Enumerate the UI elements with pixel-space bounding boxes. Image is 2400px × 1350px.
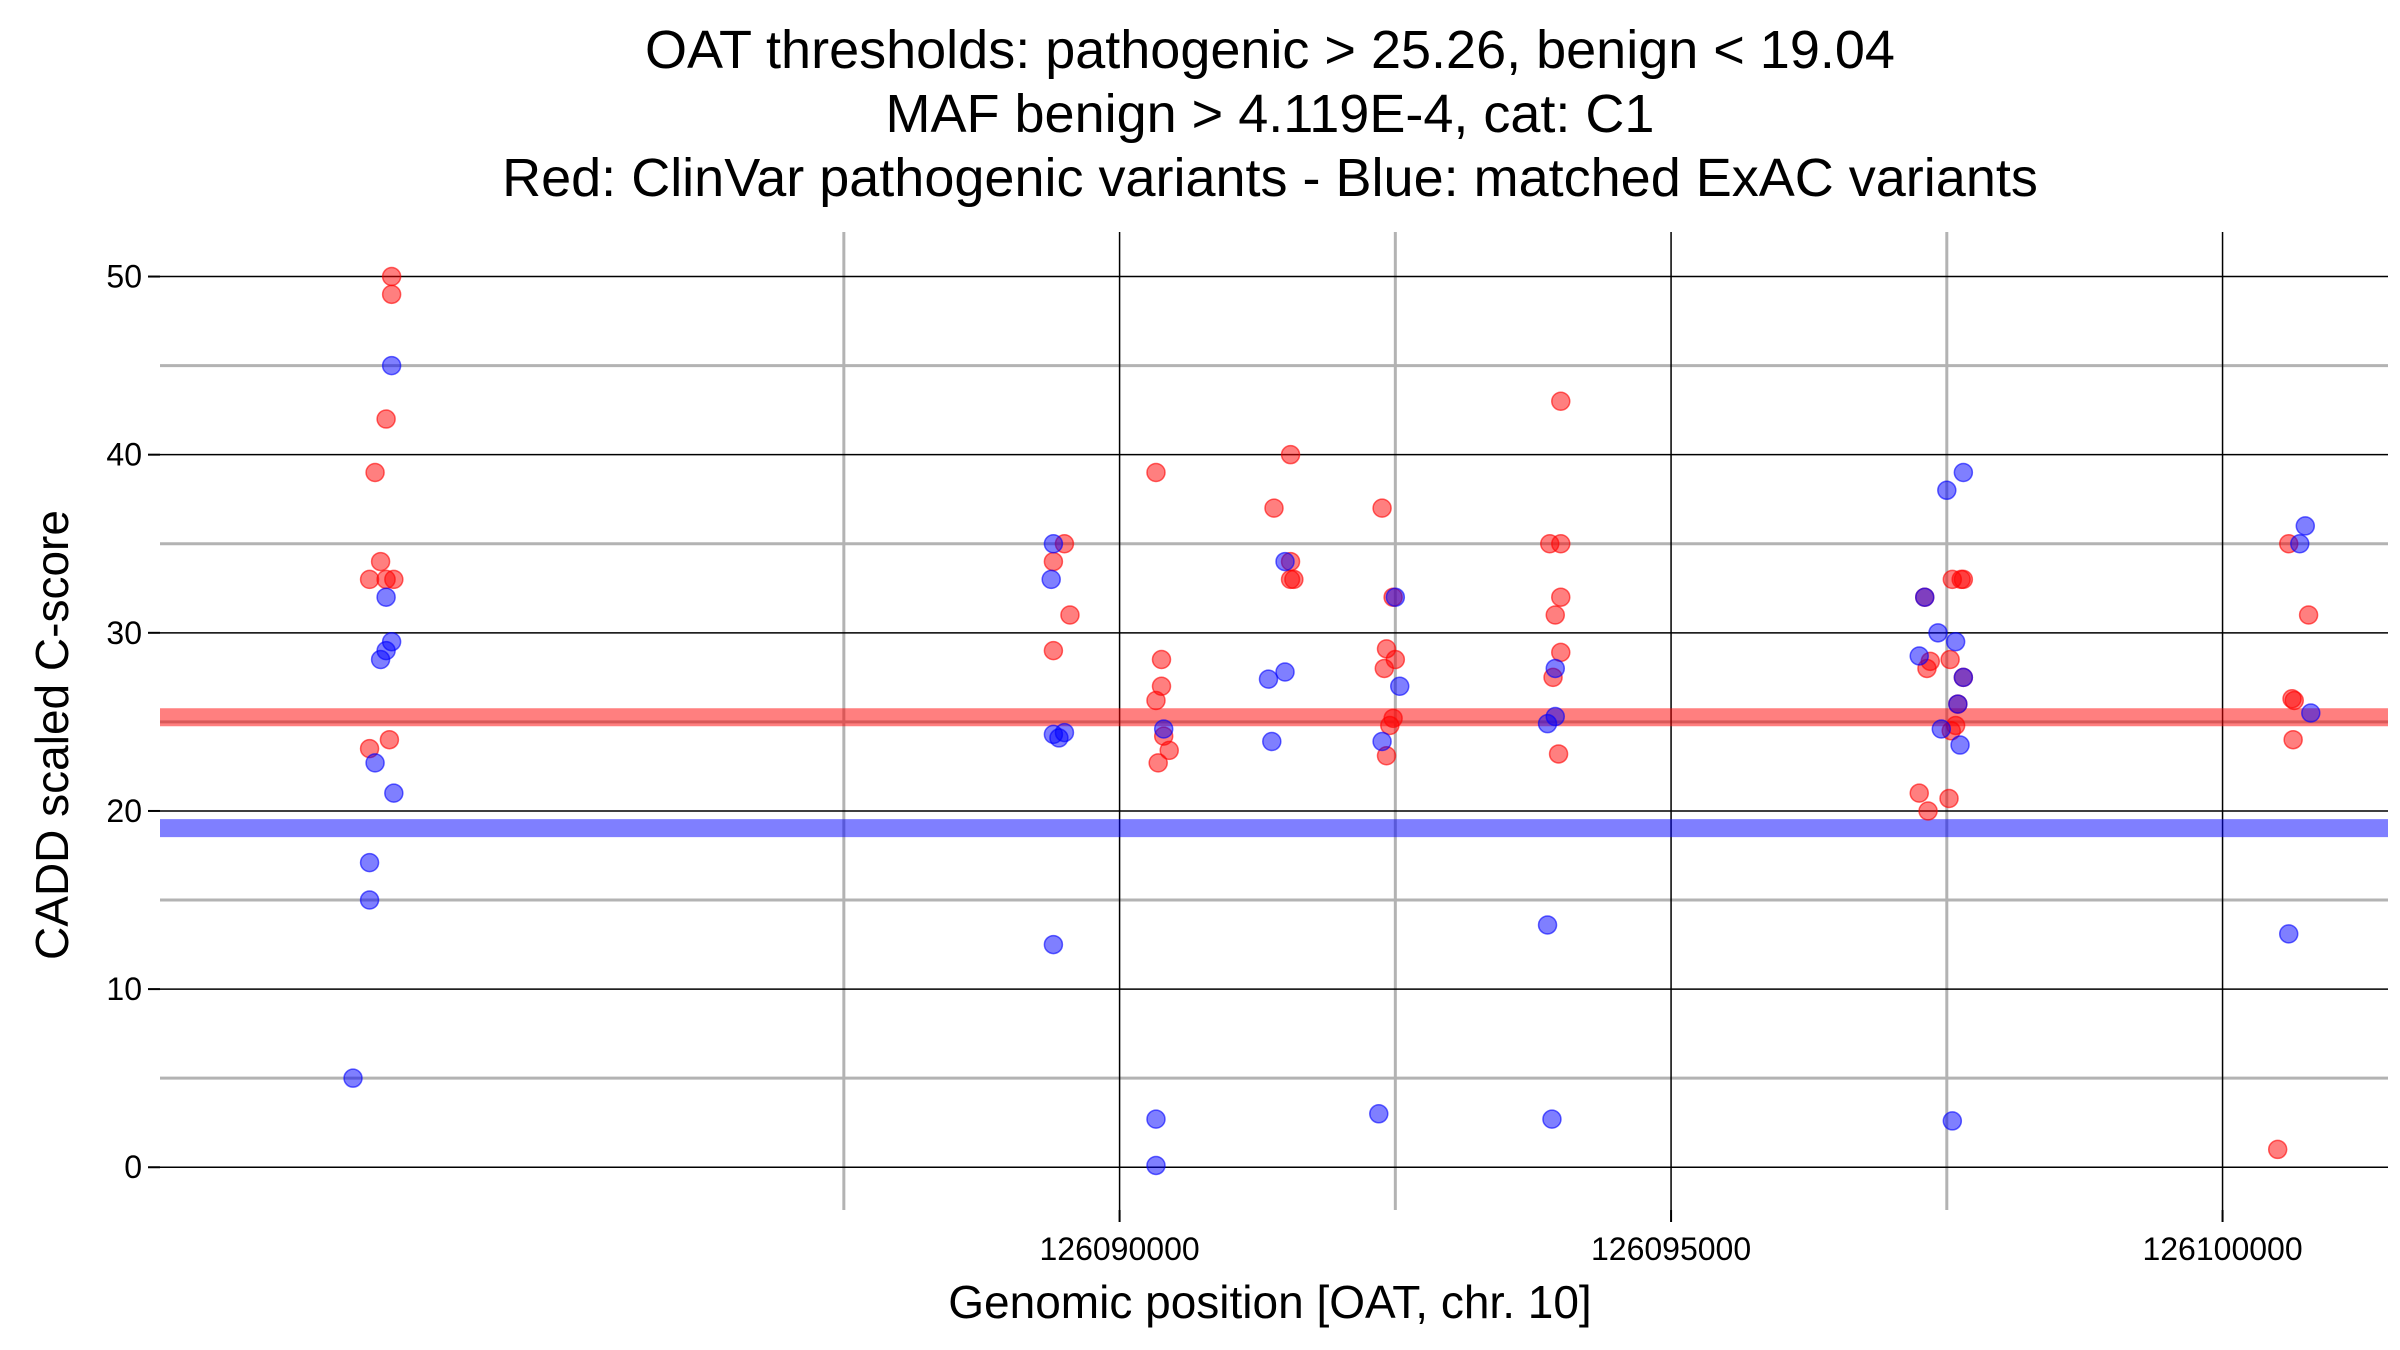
clinvar-pathogenic-point xyxy=(359,569,380,590)
exac-variant-point xyxy=(1953,462,1974,483)
exac-variant-point xyxy=(1915,587,1935,607)
y-tick-label: 20 xyxy=(106,793,142,829)
exac-variant-point xyxy=(1945,631,1966,652)
exac-variant-point xyxy=(1258,669,1279,689)
clinvar-pathogenic-point xyxy=(1372,498,1392,518)
exac-variant-point xyxy=(1153,719,1174,739)
clinvar-pathogenic-point xyxy=(1146,462,1166,483)
exac-variant-point xyxy=(384,783,404,803)
clinvar-pathogenic-point xyxy=(1146,690,1166,711)
clinvar-pathogenic-point xyxy=(1380,715,1400,736)
clinvar-pathogenic-point xyxy=(1918,801,1938,821)
clinvar-pathogenic-point xyxy=(1953,569,1974,590)
clinvar-pathogenic-point xyxy=(365,462,385,483)
clinvar-pathogenic-point xyxy=(1551,533,1571,554)
exac-variant-point xyxy=(1537,713,1558,734)
exac-variant-point xyxy=(1542,1109,1562,1129)
clinvar-pathogenic-point xyxy=(1548,744,1569,764)
exac-variant-point xyxy=(1146,1155,1166,1176)
y-axis-title: CADD scaled C-score xyxy=(26,510,78,960)
exac-variant-point xyxy=(1948,694,1968,714)
exac-variant-point xyxy=(1537,915,1558,935)
clinvar-pathogenic-point xyxy=(2267,1139,2288,1160)
clinvar-pathogenic-point xyxy=(379,729,400,750)
clinvar-pathogenic-point xyxy=(1284,569,1304,590)
exac-variant-point xyxy=(2278,924,2299,944)
y-tick-label: 0 xyxy=(124,1149,142,1185)
x-tick-label: 126090000 xyxy=(1039,1231,1199,1267)
y-tick-label: 50 xyxy=(106,259,142,295)
clinvar-pathogenic-point xyxy=(1551,391,1571,411)
exac-variant-point xyxy=(1369,1104,1389,1124)
exac-variant-point xyxy=(1146,1109,1166,1129)
exac-variant-point xyxy=(1041,569,1061,590)
x-tick-label: 126095000 xyxy=(1591,1231,1751,1267)
exac-variant-point xyxy=(2301,703,2321,723)
clinvar-pathogenic-point xyxy=(1151,649,1172,670)
exac-variant-point xyxy=(1928,623,1948,643)
exac-variant-point xyxy=(1942,1111,1963,1131)
clinvar-pathogenic-point xyxy=(1939,788,1959,809)
exac-variant-point xyxy=(343,1068,363,1088)
clinvar-pathogenic-point xyxy=(381,284,402,305)
clinvar-pathogenic-point xyxy=(2284,690,2304,711)
y-tick-label: 10 xyxy=(106,971,142,1007)
x-axis-title: Genomic position [OAT, chr. 10] xyxy=(948,1276,1591,1328)
clinvar-pathogenic-point xyxy=(1280,444,1301,465)
exac-variant-point xyxy=(2295,516,2316,536)
clinvar-pathogenic-point xyxy=(2298,605,2319,625)
exac-variant-point xyxy=(376,587,396,607)
exac-variant-point xyxy=(359,890,380,910)
clinvar-pathogenic-point xyxy=(1940,649,1960,670)
exac-variant-point xyxy=(1909,646,1929,666)
clinvar-pathogenic-point xyxy=(1043,640,1064,661)
clinvar-pathogenic-point xyxy=(1159,740,1179,761)
exac-variant-point xyxy=(1953,667,1974,688)
exac-variant-point xyxy=(1372,731,1392,752)
tick-layer: 0 10 20 30 40 50 126090000 126095000 126100000 xyxy=(106,259,2302,1267)
clinvar-pathogenic-point xyxy=(1264,498,1284,518)
clinvar-pathogenic-point xyxy=(370,551,391,572)
clinvar-pathogenic-point xyxy=(1551,587,1571,607)
clinvar-pathogenic-point xyxy=(1060,605,1080,625)
exac-variant-point xyxy=(1275,551,1295,572)
exac-variant-point xyxy=(1043,533,1064,554)
exac-variant-point xyxy=(1043,934,1064,955)
clinvar-pathogenic-point xyxy=(376,409,396,429)
exac-variant-point xyxy=(359,852,380,873)
y-tick-label: 30 xyxy=(106,615,142,651)
chart-title-line-2: MAF benign > 4.119E-4, cat: C1 xyxy=(886,84,1655,144)
clinvar-pathogenic-point xyxy=(1551,642,1571,663)
exac-variant-point xyxy=(381,355,402,376)
threshold-layer xyxy=(160,708,2388,838)
x-tick-label: 126100000 xyxy=(2142,1231,2302,1267)
chart-title-line-1: OAT thresholds: pathogenic > 25.26, beni… xyxy=(645,20,1895,80)
clinvar-pathogenic-point xyxy=(384,569,404,590)
clinvar-pathogenic-point xyxy=(381,266,402,287)
chart-title-line-3: Red: ClinVar pathogenic variants - Blue:… xyxy=(502,148,2038,208)
exac-variant-point xyxy=(1054,722,1075,743)
clinvar-pathogenic-point xyxy=(1043,551,1064,572)
clinvar-pathogenic-point xyxy=(1374,658,1395,679)
exac-variant-point xyxy=(1937,480,1957,501)
clinvar-pathogenic-point xyxy=(1909,783,1929,803)
exac-variant-point xyxy=(1545,658,1566,679)
exac-variant-point xyxy=(1385,587,1406,607)
exac-variant-point xyxy=(1275,662,1295,682)
points-layer xyxy=(343,266,2321,1176)
exac-variant-point xyxy=(2290,533,2310,554)
clinvar-pathogenic-point xyxy=(1545,605,1566,625)
y-tick-label: 40 xyxy=(106,437,142,473)
clinvar-pathogenic-point xyxy=(2283,729,2303,750)
exac-variant-point xyxy=(1950,735,1970,755)
exac-variant-point xyxy=(365,753,385,773)
exac-variant-point xyxy=(370,649,391,670)
clinvar-pathogenic-point xyxy=(1148,753,1168,773)
exac-variant-point xyxy=(1262,731,1282,752)
exac-variant-point xyxy=(1389,676,1410,697)
exac-variant-point xyxy=(1931,719,1952,739)
